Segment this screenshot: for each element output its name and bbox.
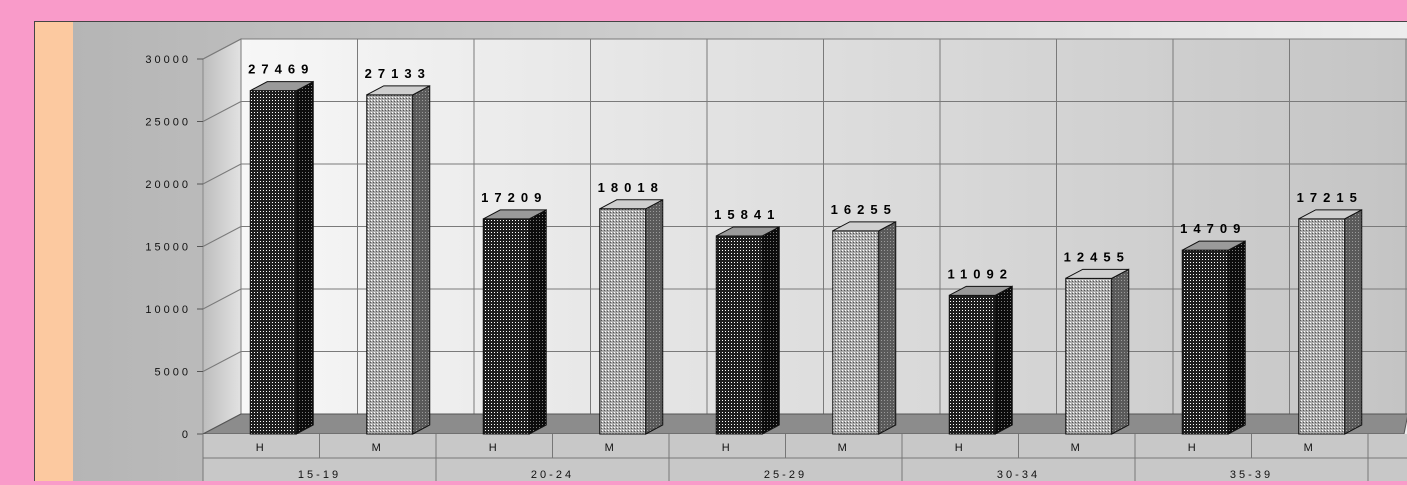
- bar-h: [1181, 240, 1246, 435]
- bar-side: [1344, 208, 1363, 435]
- left-strip: [35, 22, 73, 481]
- data-label: 27469: [248, 62, 314, 77]
- data-label: 27133: [365, 66, 431, 81]
- bar-front: [249, 90, 297, 435]
- data-label: 18018: [598, 180, 664, 195]
- y-tick-label: 15000: [145, 242, 191, 254]
- x-category-label: 25-29: [764, 469, 807, 481]
- bar-side: [1227, 240, 1246, 435]
- gridline-side: [202, 101, 242, 122]
- bar-h: [249, 80, 314, 435]
- x-category-label: 20-24: [531, 469, 574, 481]
- bar-h: [948, 285, 1013, 435]
- bar-front: [482, 218, 530, 435]
- bar-front: [715, 235, 763, 435]
- bar-h: [715, 226, 780, 435]
- x-category-label: 15-19: [298, 469, 341, 481]
- bar-top: [716, 226, 780, 237]
- bar-top: [832, 221, 896, 232]
- x-subcategory-label: M: [838, 442, 850, 454]
- bar-h: [482, 209, 547, 435]
- bar-m: [1065, 268, 1130, 435]
- bar-top: [599, 199, 663, 210]
- x-subcategory-label: M: [1304, 442, 1316, 454]
- data-label: 14709: [1180, 221, 1246, 236]
- bar-side: [878, 220, 897, 435]
- x-category-label: 35-39: [1230, 469, 1273, 481]
- bar-front: [948, 294, 996, 435]
- y-tick-label: 30000: [145, 54, 191, 66]
- data-label: 16255: [831, 202, 897, 217]
- gridline-side: [202, 163, 242, 185]
- y-tick-label: 20000: [145, 179, 191, 191]
- gridline-side: [202, 351, 242, 372]
- bar-side: [412, 85, 431, 435]
- bar-side: [761, 226, 780, 435]
- data-label: 11092: [948, 266, 1013, 281]
- bar-side: [295, 80, 314, 435]
- x-subcategory-label: H: [955, 442, 966, 454]
- data-label: 12455: [1064, 249, 1130, 264]
- bar-side: [994, 285, 1013, 435]
- bar-front: [832, 230, 880, 435]
- data-label: 17209: [481, 190, 547, 205]
- bar-m: [599, 198, 664, 435]
- bar-top: [1298, 209, 1362, 220]
- gridline-side: [202, 288, 242, 310]
- bar-top: [483, 209, 547, 220]
- gridline-side: [202, 226, 242, 247]
- bar-top: [1182, 240, 1246, 251]
- bar-front: [1298, 218, 1346, 435]
- bar-m: [1298, 208, 1363, 435]
- x-subcategory-label: M: [605, 442, 617, 454]
- x-subcategory-label: H: [722, 442, 733, 454]
- bar-front: [599, 208, 647, 435]
- y-axis: 0 5000 10000 15000 20000 25000 30000: [145, 54, 203, 441]
- x-subcategory-label: M: [372, 442, 384, 454]
- x-subcategory-label: M: [1071, 442, 1083, 454]
- x-category-label: 30-34: [997, 469, 1040, 481]
- bar-front: [1181, 249, 1229, 435]
- bar-side: [1111, 268, 1130, 435]
- data-labels: 27469 27133 17209 18018 15841 16255 11092 12455…: [248, 62, 1363, 282]
- gridline-side: [202, 38, 242, 60]
- y-tick-label: 5000: [155, 367, 191, 379]
- y-tick-label: 0: [182, 429, 191, 441]
- bar-top: [250, 81, 314, 92]
- bar-side: [645, 198, 664, 435]
- x-subcategory-label: H: [1188, 442, 1199, 454]
- bar-front: [1065, 277, 1113, 435]
- bar-top: [366, 85, 430, 96]
- bar-m: [366, 85, 431, 435]
- y-tick-label: 10000: [145, 304, 191, 316]
- bar-top: [949, 285, 1013, 296]
- bar-front: [366, 94, 414, 435]
- x-axis-table: H M H M H M H M H M 15-19 20-24 25-29 30-34 35-39: [202, 434, 1407, 481]
- bars: [249, 80, 1363, 435]
- bar-side: [528, 209, 547, 435]
- bar-m: [832, 220, 897, 435]
- data-label: 15841: [714, 207, 780, 222]
- x-subcategory-label: H: [489, 442, 500, 454]
- data-label: 17215: [1297, 190, 1363, 205]
- bar-top: [1065, 268, 1129, 279]
- y-tick-label: 25000: [145, 117, 191, 129]
- x-subcategory-label: H: [256, 442, 267, 454]
